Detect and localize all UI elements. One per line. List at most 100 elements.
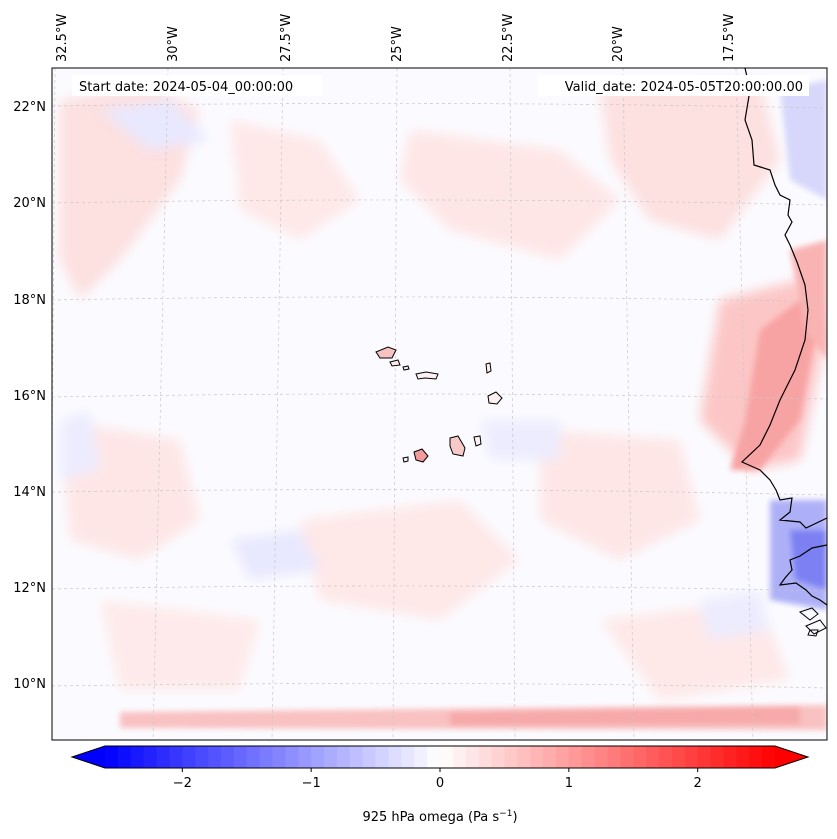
start-date-box bbox=[72, 75, 322, 96]
southeast-negative-core bbox=[790, 530, 827, 590]
colorbar-cell bbox=[581, 746, 596, 768]
parallel bbox=[52, 199, 827, 206]
colorbar-label-exponent: −1 bbox=[499, 809, 512, 819]
colorbar-cell bbox=[671, 746, 686, 768]
colorbar-tick-label: 2 bbox=[694, 776, 702, 791]
colorbar-cell bbox=[272, 746, 286, 768]
colorbar-outline bbox=[70, 745, 810, 769]
colorbar-cell bbox=[530, 746, 544, 768]
african-coastline bbox=[740, 68, 827, 529]
island-sao-vicente bbox=[389, 359, 401, 367]
colorbar-cell bbox=[362, 746, 377, 768]
negative-omega-region bbox=[480, 420, 560, 460]
northeast-mixed-band bbox=[780, 80, 827, 200]
colorbar-cell bbox=[143, 746, 158, 768]
colorbar-cell bbox=[762, 746, 776, 768]
lat-label: 14°N bbox=[13, 485, 46, 500]
colorbar-cell bbox=[555, 746, 570, 768]
colorbar-cell bbox=[349, 746, 364, 768]
colorbar-cell bbox=[195, 746, 209, 768]
negative-omega-region bbox=[60, 410, 100, 480]
parallel bbox=[52, 393, 827, 400]
colorbar-cell bbox=[208, 746, 222, 768]
positive-omega-region bbox=[600, 80, 780, 240]
lon-label: 27.5°W bbox=[279, 14, 294, 62]
colorbar-cell bbox=[452, 746, 467, 768]
parallel bbox=[52, 683, 827, 689]
lon-label: 22.5°W bbox=[501, 14, 516, 62]
start-date-label: Start date: 2024-05-04_00:00:00 bbox=[79, 80, 293, 95]
map-panel bbox=[52, 68, 827, 740]
lon-label: 20°W bbox=[611, 26, 626, 62]
colorbar-label-main: 925 hPa omega (Pa s bbox=[362, 810, 499, 825]
island-fogo bbox=[413, 448, 429, 463]
colorbar-cell bbox=[568, 746, 583, 768]
colorbar-cell bbox=[259, 746, 274, 768]
lat-label: 12°N bbox=[13, 581, 46, 596]
colorbar-cell bbox=[736, 746, 750, 768]
colorbar-cell bbox=[646, 746, 660, 768]
colorbar-ticks: −2 −1 0 1 2 bbox=[173, 768, 702, 791]
longitude-labels: 32.5°W 30°W 27.5°W 25°W 22.5°W 20°W 17.5… bbox=[55, 14, 737, 62]
positive-omega-region bbox=[300, 500, 520, 620]
lat-label: 16°N bbox=[13, 389, 46, 404]
positive-omega-region bbox=[230, 120, 360, 240]
colorbar-cell bbox=[723, 746, 737, 768]
colorbar-cell bbox=[543, 746, 557, 768]
lon-label: 17.5°W bbox=[722, 14, 737, 62]
colorbar-cell bbox=[311, 746, 325, 768]
colorbar-cell bbox=[169, 746, 183, 768]
meridian bbox=[392, 68, 398, 740]
lat-label: 10°N bbox=[13, 677, 46, 692]
parallel bbox=[52, 489, 827, 496]
island-sal bbox=[485, 362, 492, 374]
colorbar-cell bbox=[130, 746, 145, 768]
positive-omega-region bbox=[100, 600, 260, 690]
colorbar-cell bbox=[233, 746, 248, 768]
lon-label: 32.5°W bbox=[55, 14, 70, 62]
island-sao-nicolau bbox=[415, 371, 439, 380]
colorbar-cell bbox=[710, 746, 725, 768]
negative-omega-region bbox=[100, 100, 210, 150]
colorbar-cell bbox=[414, 746, 428, 768]
colorbar-cell bbox=[517, 746, 531, 768]
colorbar-cell bbox=[105, 746, 119, 768]
lat-label: 22°N bbox=[13, 100, 46, 115]
meridian bbox=[622, 68, 635, 740]
colorbar: −2 −1 0 1 2 925 hPa omega (Pa s−1) bbox=[70, 745, 810, 825]
colorbar-cell bbox=[324, 746, 338, 768]
colorbar-cell bbox=[220, 746, 235, 768]
colorbar-cell bbox=[156, 746, 171, 768]
colorbar-tick-label: −1 bbox=[302, 776, 321, 791]
gridlines bbox=[52, 68, 827, 740]
colorbar-cell bbox=[336, 746, 351, 768]
colorbar-cell bbox=[594, 746, 609, 768]
positive-omega-region bbox=[540, 430, 700, 560]
parallel bbox=[52, 585, 827, 592]
colorbar-tick-label: 0 bbox=[436, 776, 444, 791]
colorbar-cell bbox=[246, 746, 261, 768]
colorbar-min-extension bbox=[72, 746, 105, 768]
colorbar-cell bbox=[285, 746, 299, 768]
colorbar-tick-label: −2 bbox=[173, 776, 192, 791]
meridian bbox=[152, 68, 169, 740]
colorbar-cell bbox=[117, 746, 132, 768]
island-brava bbox=[402, 456, 409, 463]
lat-label: 18°N bbox=[13, 293, 46, 308]
colorbar-max-extension bbox=[775, 746, 808, 768]
colorbar-tick-label: 1 bbox=[565, 776, 573, 791]
colorbar-cell bbox=[607, 746, 621, 768]
lon-label: 30°W bbox=[166, 26, 181, 62]
coastal-positive-band bbox=[730, 300, 815, 470]
parallel bbox=[52, 103, 827, 109]
colorbar-cell bbox=[659, 746, 673, 768]
island-santo-antao bbox=[375, 346, 397, 359]
island-santiago bbox=[449, 435, 466, 457]
meridian bbox=[735, 68, 754, 740]
map-frame bbox=[51, 67, 828, 741]
colorbar-cells bbox=[105, 746, 776, 768]
negative-omega-region bbox=[700, 590, 770, 640]
colorbar-cell bbox=[491, 746, 506, 768]
coastal-island bbox=[805, 619, 827, 635]
